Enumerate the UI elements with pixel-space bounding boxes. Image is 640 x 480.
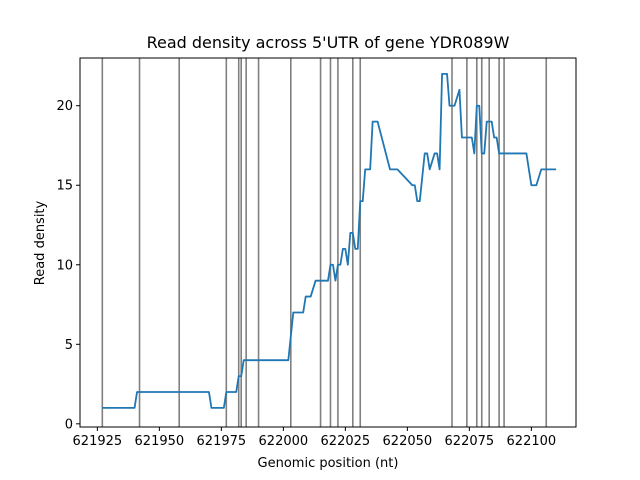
series-line bbox=[102, 73, 557, 409]
x-tick-label: 622000 bbox=[259, 434, 309, 449]
x-tick-label: 622050 bbox=[383, 434, 433, 449]
plot-frame bbox=[79, 57, 577, 428]
vertical-lines bbox=[101, 58, 548, 427]
axes bbox=[79, 57, 577, 428]
x-axis-label: Genomic position (nt) bbox=[258, 456, 399, 471]
y-axis-label: Read density bbox=[33, 200, 48, 285]
chart-title: Read density across 5'UTR of gene YDR089… bbox=[147, 33, 510, 52]
y-tick-label: 0 bbox=[65, 417, 73, 432]
x-tick-label: 622100 bbox=[507, 434, 557, 449]
x-axis-ticks: 621925 621950 621975 622000 622025 622050 6220… bbox=[73, 427, 557, 449]
x-tick-label: 621925 bbox=[73, 434, 123, 449]
y-tick-label: 10 bbox=[56, 258, 73, 273]
y-axis-ticks: 0 5 10 15 20 bbox=[56, 99, 80, 432]
y-tick-label: 5 bbox=[65, 338, 73, 353]
series-line-layer bbox=[102, 73, 557, 409]
y-tick-label: 15 bbox=[56, 179, 73, 194]
x-tick-label: 622075 bbox=[445, 434, 495, 449]
x-tick-label: 621950 bbox=[135, 434, 185, 449]
x-tick-label: 622025 bbox=[321, 434, 371, 449]
x-tick-label: 621975 bbox=[197, 434, 247, 449]
y-tick-label: 20 bbox=[56, 99, 73, 114]
